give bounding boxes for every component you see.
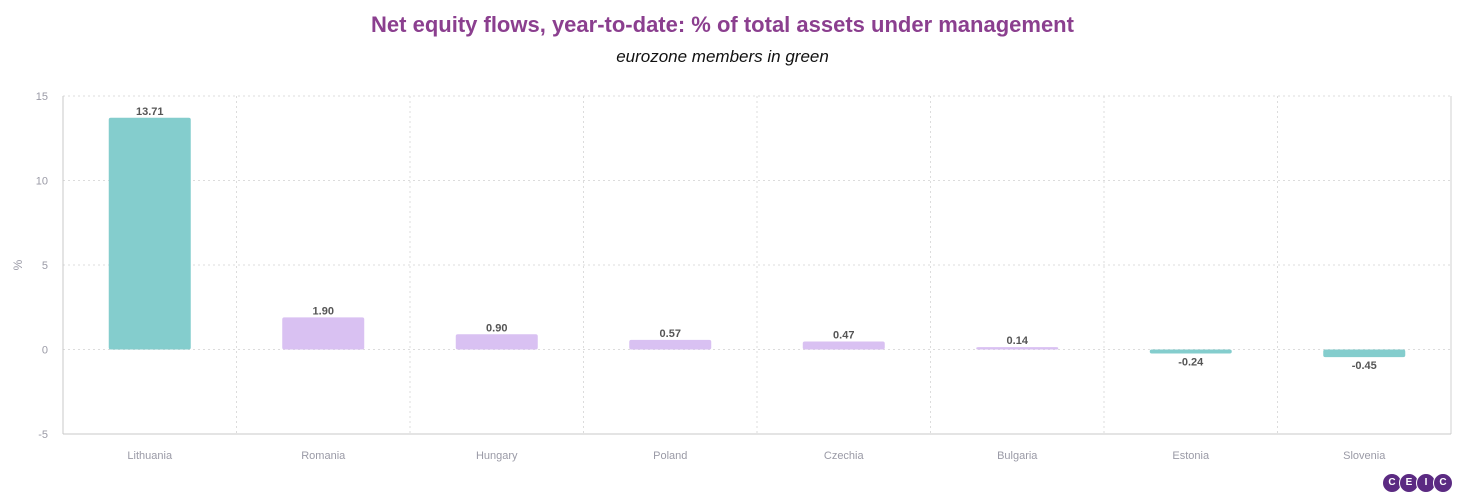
y-tick-label: 5: [42, 260, 48, 272]
x-tick-label: Lithuania: [127, 450, 173, 462]
x-tick-label: Czechia: [824, 450, 865, 462]
logo-letter: C: [1433, 473, 1453, 493]
ceic-logo: C E I C: [1382, 473, 1453, 493]
x-tick-label: Hungary: [476, 450, 518, 462]
chart-title: Net equity flows, year-to-date: % of tot…: [371, 12, 1074, 37]
x-tick-label: Slovenia: [1343, 450, 1386, 462]
bar: [976, 347, 1059, 350]
data-label: -0.45: [1352, 360, 1377, 372]
x-tick-label: Estonia: [1172, 450, 1210, 462]
x-tick-label: Bulgaria: [997, 450, 1038, 462]
bar: [108, 117, 191, 350]
data-label: 0.47: [833, 330, 854, 342]
bar: [455, 334, 538, 350]
x-tick-label: Romania: [301, 450, 346, 462]
data-label: 0.57: [660, 328, 681, 340]
bar: [282, 317, 365, 350]
y-tick-label: 15: [36, 91, 48, 103]
data-label: -0.24: [1178, 357, 1204, 369]
y-axis-label: %: [11, 259, 25, 270]
chart-subtitle: eurozone members in green: [616, 47, 829, 66]
data-label: 0.90: [486, 322, 507, 334]
data-label: 0.14: [1007, 335, 1029, 347]
x-tick-label: Poland: [653, 450, 687, 462]
bar: [629, 339, 712, 350]
bar: [1149, 349, 1232, 354]
data-label: 13.71: [136, 106, 164, 118]
y-tick-label: 10: [36, 176, 48, 188]
bar: [802, 341, 885, 350]
y-tick-label: -5: [38, 429, 48, 441]
y-tick-label: 0: [42, 345, 48, 357]
bar: [1323, 349, 1406, 358]
data-label: 1.90: [313, 305, 334, 317]
